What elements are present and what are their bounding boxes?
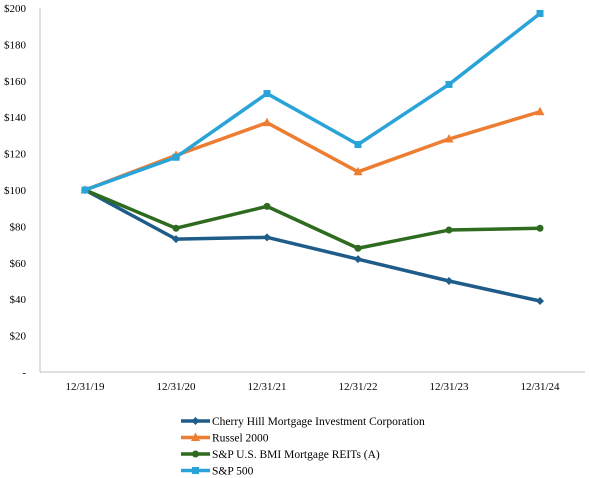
data-point <box>191 417 200 425</box>
series-line <box>84 188 541 303</box>
series-layer <box>80 9 545 306</box>
data-point <box>354 141 362 148</box>
data-point <box>444 134 454 143</box>
legend-entry: S&P 500 <box>181 466 254 478</box>
legend-label: S&P U.S. BMI Mortgage REITs (A) <box>212 449 380 461</box>
x-tick-label: 12/31/20 <box>156 381 196 393</box>
data-point <box>536 224 544 232</box>
data-point <box>81 186 89 194</box>
data-point <box>263 202 271 210</box>
x-tick-label: 12/31/22 <box>338 381 377 393</box>
data-point <box>172 153 180 161</box>
series-line <box>84 12 542 192</box>
legend-label: Cherry Hill Mortgage Investment Corporat… <box>212 416 425 428</box>
x-tick-label: 12/31/24 <box>520 381 560 393</box>
y-tick-label: $180 <box>4 39 27 51</box>
y-axis-ticks: - $20 $40 $60 $80 $100 $120 $140 $160 $180 $200 <box>4 3 27 379</box>
y-tick-label: $100 <box>4 185 27 197</box>
y-tick-label: $40 <box>10 294 27 306</box>
data-point <box>445 80 453 88</box>
data-point <box>263 90 271 98</box>
legend-entry: Russel 2000 <box>181 432 269 445</box>
series-line <box>84 188 541 250</box>
data-point <box>354 255 362 264</box>
y-tick-label: $200 <box>4 3 27 15</box>
x-axis-ticks: 12/31/19 12/31/20 12/31/21 12/31/22 12/31/23… <box>65 381 560 393</box>
data-point <box>445 277 453 285</box>
data-point <box>263 233 271 242</box>
y-tick-label: $140 <box>4 112 27 124</box>
y-tick-label: $120 <box>4 149 27 161</box>
data-point <box>354 244 362 252</box>
data-point <box>262 117 272 127</box>
x-tick-label: 12/31/19 <box>65 381 105 393</box>
data-point <box>353 166 363 176</box>
data-point <box>172 235 180 244</box>
x-tick-label: 12/31/23 <box>429 381 469 393</box>
legend-entry: Cherry Hill Mortgage Investment Corporat… <box>181 416 425 428</box>
legend-label: Russel 2000 <box>212 433 269 445</box>
data-point <box>445 226 453 234</box>
x-tick-label: 12/31/21 <box>247 381 286 393</box>
data-point <box>535 106 545 116</box>
y-tick-label: $160 <box>4 76 27 88</box>
y-tick-label: $80 <box>10 221 27 233</box>
data-point <box>536 9 544 17</box>
data-point <box>536 297 544 306</box>
y-tick-label: $20 <box>10 331 27 343</box>
chart-axes <box>39 8 585 373</box>
series-line <box>84 110 541 192</box>
data-point <box>191 432 200 441</box>
data-point <box>192 467 199 474</box>
y-tick-label: $60 <box>10 258 27 270</box>
series-s-p-u-s-bmi-mortgage-reits-a <box>81 186 544 252</box>
series-cherry-hill-mortgage-investment-corporation <box>81 186 544 306</box>
legend-entry: S&P U.S. BMI Mortgage REITs (A) <box>181 449 380 461</box>
data-point <box>172 224 180 232</box>
series-s-p-500 <box>81 9 544 194</box>
legend: Cherry Hill Mortgage Investment Corporat… <box>181 416 425 478</box>
legend-label: S&P 500 <box>212 466 254 478</box>
data-point <box>192 450 199 458</box>
y-tick-label: - <box>22 367 26 379</box>
